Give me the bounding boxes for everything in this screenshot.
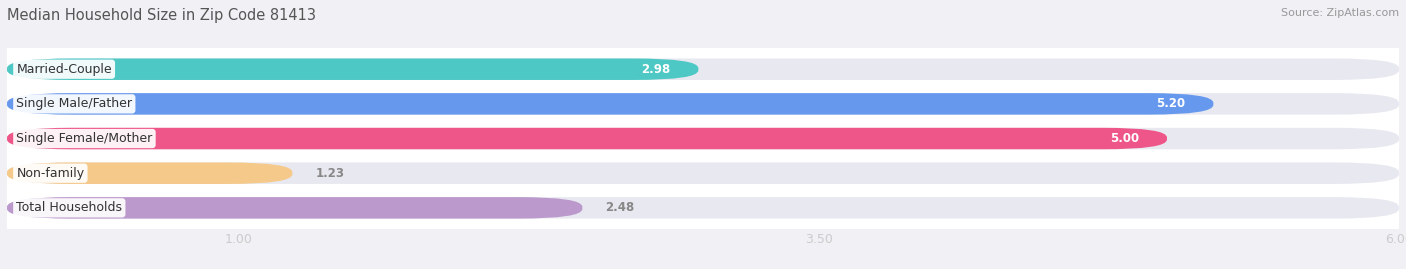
Text: Total Households: Total Households — [17, 201, 122, 214]
FancyBboxPatch shape — [7, 128, 1399, 149]
FancyBboxPatch shape — [7, 162, 1399, 184]
Text: Non-family: Non-family — [17, 167, 84, 180]
Text: 2.98: 2.98 — [641, 63, 671, 76]
Text: 1.23: 1.23 — [315, 167, 344, 180]
Text: Source: ZipAtlas.com: Source: ZipAtlas.com — [1281, 8, 1399, 18]
FancyBboxPatch shape — [7, 197, 1399, 219]
FancyBboxPatch shape — [7, 197, 582, 219]
Text: Single Female/Mother: Single Female/Mother — [17, 132, 153, 145]
FancyBboxPatch shape — [7, 128, 1167, 149]
FancyBboxPatch shape — [7, 93, 1399, 115]
Text: Married-Couple: Married-Couple — [17, 63, 112, 76]
Text: Single Male/Father: Single Male/Father — [17, 97, 132, 110]
Text: Median Household Size in Zip Code 81413: Median Household Size in Zip Code 81413 — [7, 8, 316, 23]
Text: 5.00: 5.00 — [1109, 132, 1139, 145]
FancyBboxPatch shape — [7, 58, 699, 80]
Text: 2.48: 2.48 — [606, 201, 636, 214]
FancyBboxPatch shape — [7, 93, 1213, 115]
FancyBboxPatch shape — [7, 58, 1399, 80]
FancyBboxPatch shape — [7, 162, 292, 184]
Text: 5.20: 5.20 — [1156, 97, 1185, 110]
